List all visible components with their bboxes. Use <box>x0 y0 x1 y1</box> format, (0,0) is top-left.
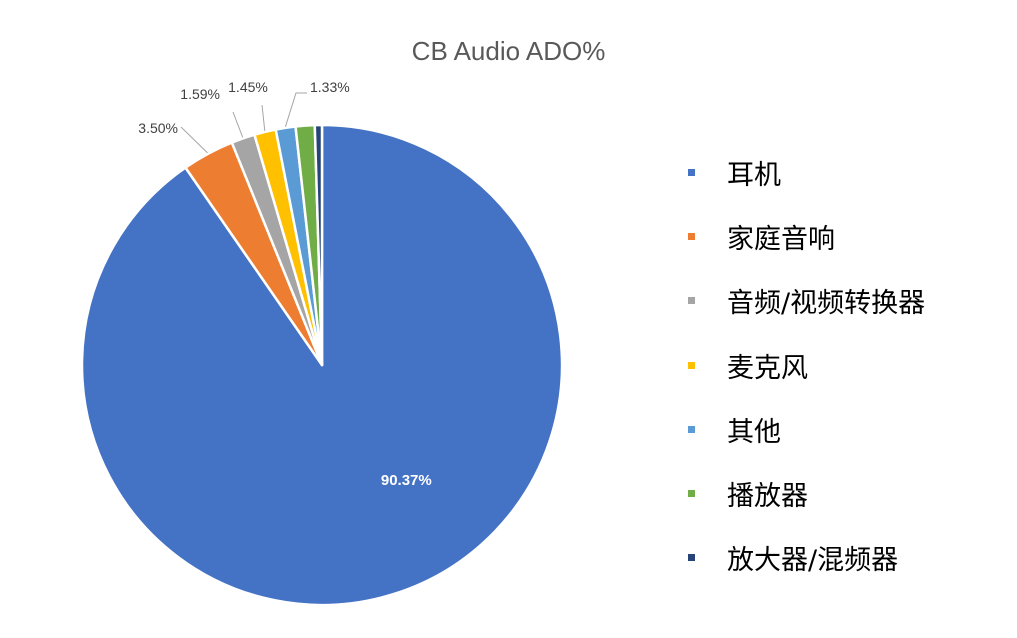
leader-lines <box>180 92 307 154</box>
legend-item: 放大器/混频器 <box>688 526 925 590</box>
legend-item: 家庭音响 <box>688 204 925 268</box>
leader-line-4 <box>261 104 266 131</box>
legend-marker-icon <box>688 297 695 305</box>
legend-item: 麦克风 <box>688 333 925 397</box>
legend-label: 播放器 <box>727 481 808 513</box>
legend-label: 其他 <box>727 416 781 448</box>
legend-marker-icon <box>688 168 695 176</box>
data-label-4: 1.45% <box>228 79 268 95</box>
legend-label: 家庭音响 <box>727 223 835 255</box>
data-label-5: 1.33% <box>310 79 350 95</box>
legend-label: 耳机 <box>727 159 781 191</box>
leader-line-2 <box>180 126 208 154</box>
legend-label: 放大器/混频器 <box>727 545 899 577</box>
leader-line-5 <box>284 92 307 127</box>
pie-slices <box>80 123 564 607</box>
leader-line-3 <box>232 111 244 138</box>
legend-item: 播放器 <box>688 461 925 525</box>
legend-label: 麦克风 <box>727 352 808 384</box>
legend-label: 音频/视频转换器 <box>727 288 926 320</box>
legend-marker-icon <box>688 490 695 498</box>
data-labels: 90.37% 3.50% 1.59% 1.45% 1.33% <box>138 79 431 489</box>
chart-title: CB Audio ADO% <box>411 36 606 66</box>
data-label-3: 1.59% <box>180 86 220 102</box>
legend: 耳机家庭音响音频/视频转换器 麦克风其他播放器放大器/混频器 <box>688 140 925 590</box>
legend-item: 音频/视频转换器 <box>688 269 925 333</box>
data-label-1: 90.37% <box>381 472 432 489</box>
pie-slice-7 <box>313 123 324 367</box>
legend-marker-icon <box>688 554 695 562</box>
data-label-2: 3.50% <box>138 120 178 136</box>
legend-marker-icon <box>688 232 695 240</box>
legend-item: 耳机 <box>688 140 925 204</box>
legend-marker-icon <box>688 425 695 433</box>
legend-marker-icon <box>688 361 695 369</box>
legend-item: 其他 <box>688 397 925 461</box>
